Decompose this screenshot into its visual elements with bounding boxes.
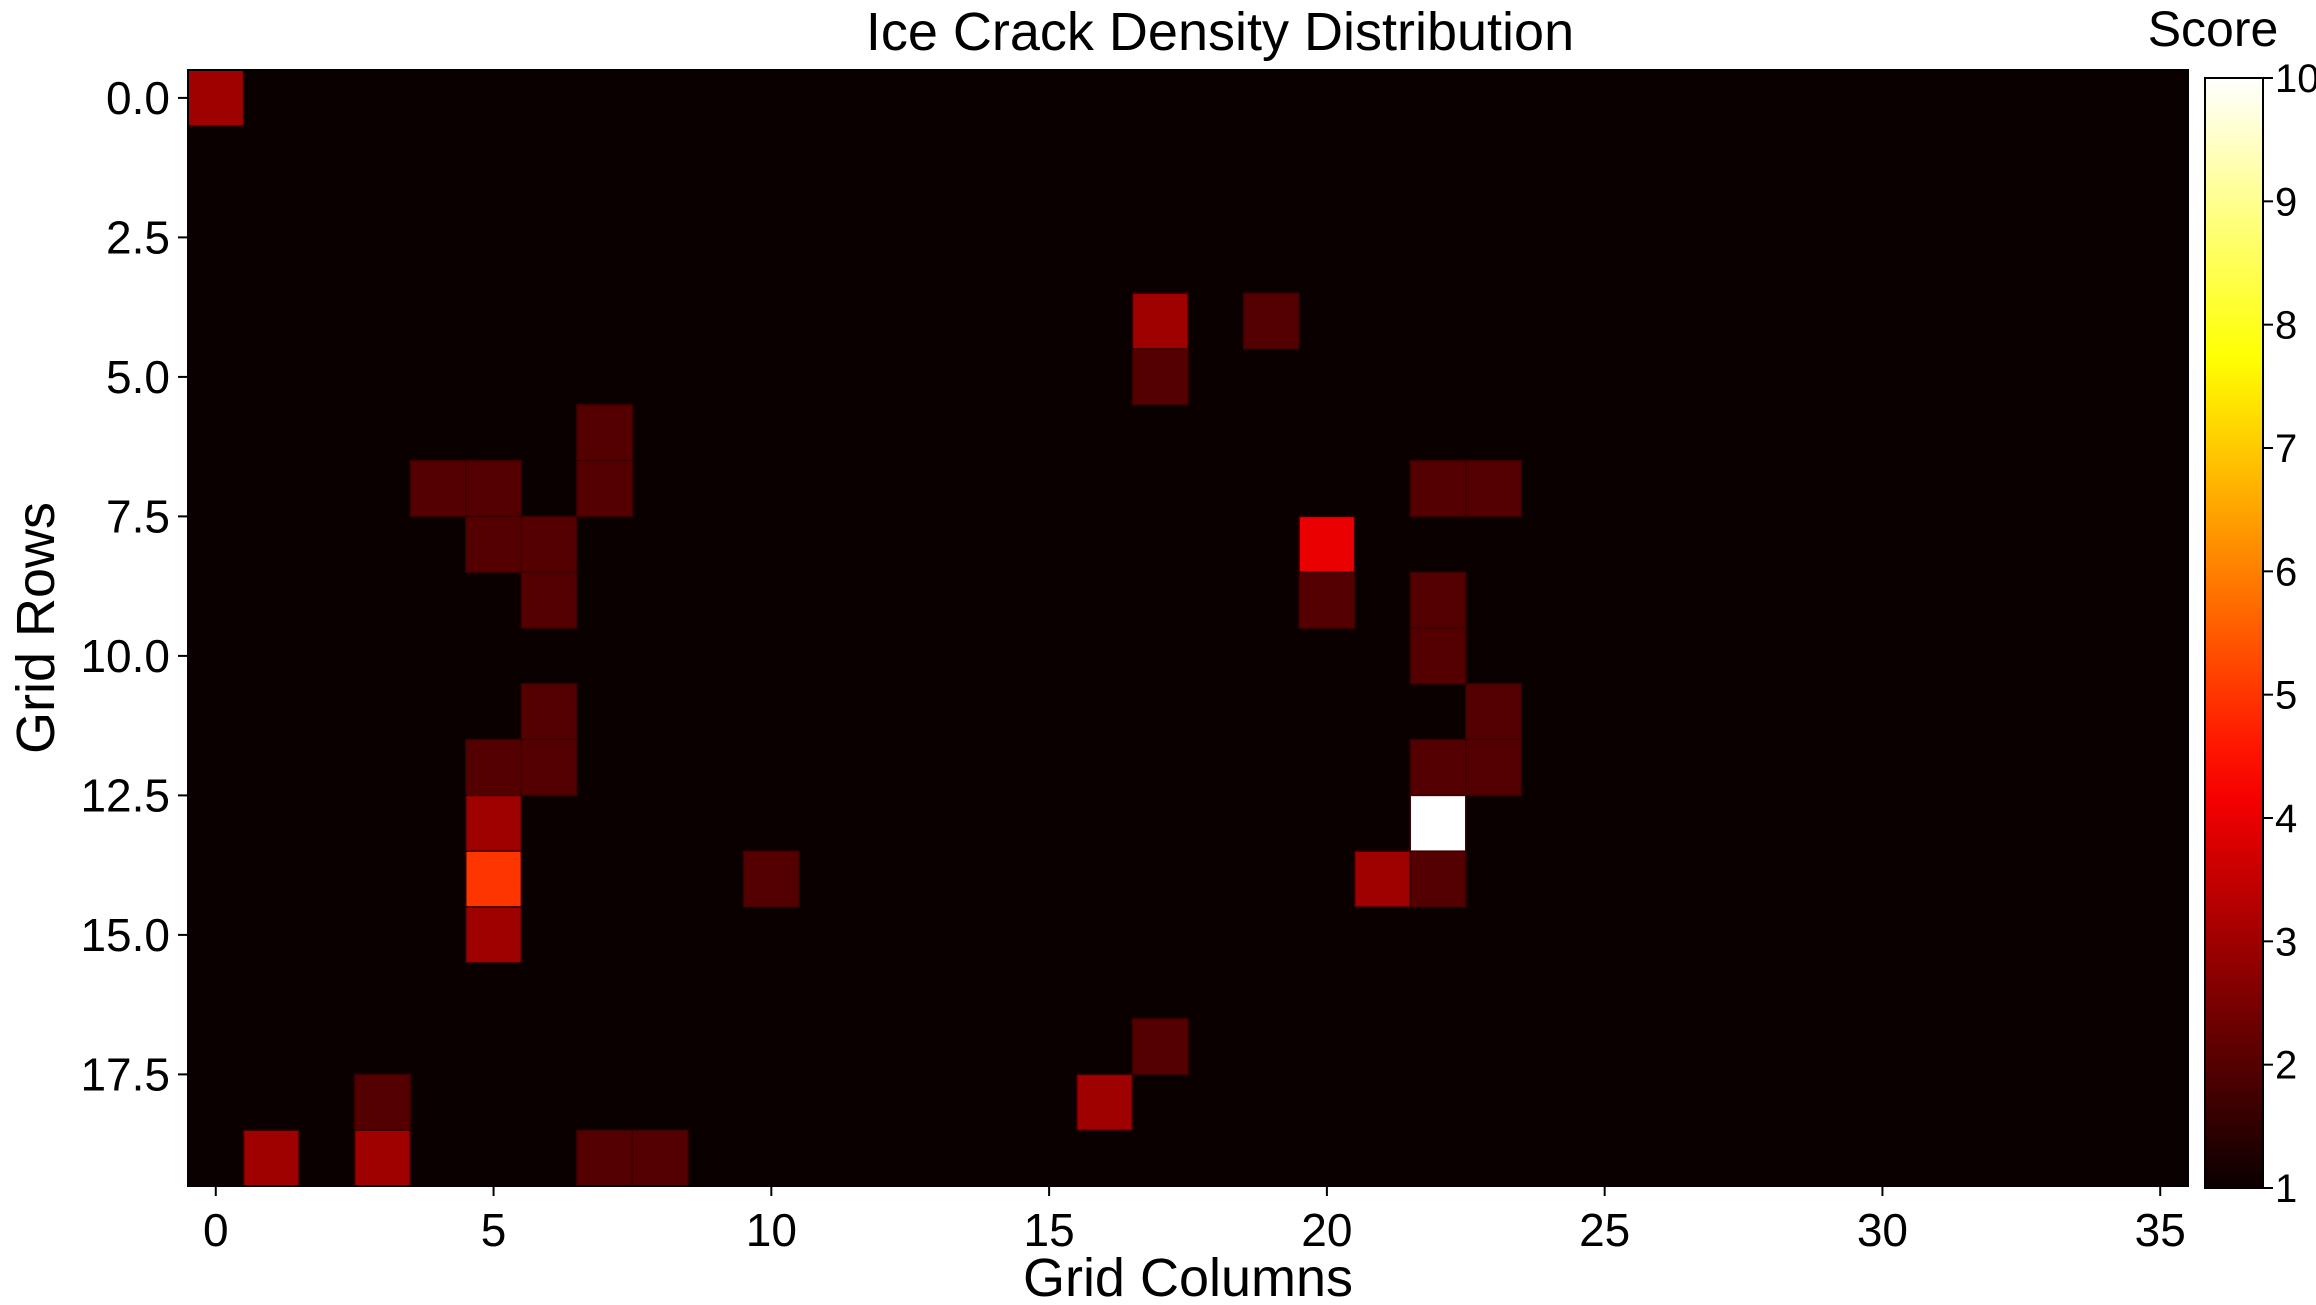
y-tick-label: 0.0 <box>106 72 170 124</box>
chart-title: Ice Crack Density Distribution <box>866 2 1574 62</box>
heatmap-cell <box>1409 459 1467 518</box>
heatmap-cell <box>520 738 578 797</box>
heatmap-cells <box>187 69 1523 1187</box>
heatmap-cell <box>353 1073 411 1131</box>
y-tick-label: 17.5 <box>80 1048 170 1100</box>
colorbar-tick-label: 7 <box>2275 427 2297 471</box>
colorbar-tick-label: 4 <box>2275 797 2297 841</box>
heatmap-cell <box>465 515 523 573</box>
colorbar-tick-label: 5 <box>2275 674 2297 718</box>
heatmap-cell <box>1409 850 1467 908</box>
colorbar-tick-label: 6 <box>2275 550 2297 594</box>
heatmap-cell <box>1409 738 1467 797</box>
heatmap-cell <box>1298 515 1356 573</box>
heatmap-cell <box>520 683 578 741</box>
heatmap-cell <box>1409 571 1467 629</box>
x-tick-label: 0 <box>203 1204 229 1256</box>
x-tick-label: 10 <box>746 1204 797 1256</box>
x-tick-label: 5 <box>481 1204 507 1256</box>
colorbar-tick-label: 3 <box>2275 920 2297 964</box>
heatmap-cell <box>187 69 245 127</box>
colorbar-ticks: 1 2 3 4 5 6 7 8 9 10 <box>2263 57 2316 1211</box>
colorbar: 1 2 3 4 5 6 7 8 9 10 Score <box>2148 1 2316 1211</box>
y-tick-label: 10.0 <box>80 630 170 682</box>
x-tick-label: 15 <box>1024 1204 1075 1256</box>
heatmap-cell <box>465 794 523 852</box>
heatmap-cell <box>1131 348 1189 406</box>
y-tick-label: 7.5 <box>106 490 170 542</box>
heatmap-cell <box>1076 1073 1134 1131</box>
heatmap-cell <box>353 1129 411 1187</box>
x-axis-label: Grid Columns <box>1023 1248 1353 1305</box>
heatmap-cell <box>631 1129 689 1187</box>
colorbar-tick-label: 1 <box>2275 1167 2297 1211</box>
heatmap-cell <box>520 571 578 629</box>
colorbar-tick-label: 9 <box>2275 180 2297 224</box>
colorbar-title: Score <box>2148 1 2279 57</box>
colorbar-tick-label: 8 <box>2275 304 2297 348</box>
heatmap-cell <box>1465 738 1523 797</box>
heatmap-cell <box>576 404 634 462</box>
heatmap-cell <box>576 1129 634 1187</box>
x-tick-label: 20 <box>1301 1204 1352 1256</box>
heatmap-cell <box>1465 459 1523 518</box>
heatmap-cell <box>465 459 523 518</box>
heatmap-cell <box>242 1129 300 1187</box>
colorbar-gradient <box>2204 77 2264 1189</box>
heatmap-cell <box>1298 571 1356 629</box>
heatmap-cell <box>742 850 800 908</box>
x-tick-label: 25 <box>1579 1204 1630 1256</box>
heatmap-cell <box>465 850 523 908</box>
heatmap-cell <box>576 459 634 518</box>
y-tick-label: 15.0 <box>80 909 170 961</box>
y-axis-label: Grid Rows <box>6 502 66 754</box>
heatmap-cell <box>520 515 578 573</box>
heatmap-cell <box>1353 850 1411 908</box>
heatmap-cell <box>465 906 523 964</box>
heatmap-cell <box>409 459 467 518</box>
heatmap-cell <box>465 738 523 797</box>
colorbar-tick-label: 10 <box>2275 57 2316 101</box>
heatmap-cell <box>1242 292 1300 350</box>
y-tick-label: 2.5 <box>106 211 170 263</box>
x-axis: 0 5 10 15 20 25 30 35 <box>203 1186 2186 1256</box>
heatmap-cell <box>1409 627 1467 685</box>
heatmap-cell <box>1131 1017 1189 1076</box>
x-tick-label: 35 <box>2135 1204 2186 1256</box>
heatmap-cell <box>1409 794 1467 852</box>
y-tick-label: 5.0 <box>106 351 170 403</box>
heatmap-cell <box>1131 292 1189 350</box>
heatmap-cell <box>1465 683 1523 741</box>
plot-area <box>187 69 2189 1187</box>
colorbar-tick-label: 2 <box>2275 1044 2297 1088</box>
x-tick-label: 30 <box>1857 1204 1908 1256</box>
y-tick-label: 12.5 <box>80 769 170 821</box>
plot-frame <box>187 69 2189 1187</box>
y-axis: 0.0 2.5 5.0 7.5 10.0 12.5 15.0 17.5 <box>80 72 188 1100</box>
